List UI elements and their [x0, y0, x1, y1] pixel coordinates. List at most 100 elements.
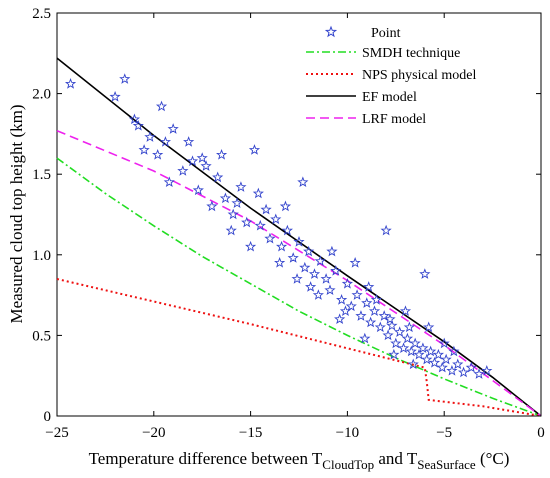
data-point: [155, 100, 168, 112]
data-point: [407, 358, 419, 370]
y-tick-label: 0: [44, 409, 52, 425]
data-point: [275, 240, 288, 252]
data-point: [225, 224, 237, 236]
legend-item-ef: EF model: [306, 90, 417, 105]
data-point: [128, 113, 141, 125]
data-point: [423, 321, 435, 333]
data-point: [399, 305, 412, 316]
data-point: [64, 78, 77, 89]
x-axis-label-prefix: Temperature difference between T: [89, 449, 323, 468]
data-point: [448, 345, 460, 357]
data-point: [308, 268, 321, 279]
data-point: [299, 261, 311, 273]
data-point: [324, 284, 336, 296]
x-axis-label-mid: and T: [374, 449, 418, 468]
legend: Point SMDH technique NPS physical model …: [306, 25, 476, 127]
data-point: [465, 361, 477, 373]
legend-item-point: Point: [324, 25, 401, 41]
data-point: [421, 353, 433, 365]
data-point: [394, 326, 406, 337]
data-point: [436, 361, 448, 373]
x-axis-label-suffix: (°C): [476, 449, 510, 468]
data-point: [380, 224, 392, 236]
data-point: [345, 300, 357, 312]
data-point: [378, 310, 390, 321]
data-point: [326, 245, 338, 257]
series-line-nps-physical-model: [56, 278, 542, 417]
legend-label-point: Point: [371, 26, 401, 41]
data-point: [297, 176, 309, 188]
data-point: [186, 155, 199, 167]
data-point: [368, 305, 381, 316]
data-point: [254, 219, 266, 231]
legend-label-smdh: SMDH technique: [362, 46, 460, 61]
x-tick-label: −5: [436, 425, 452, 441]
y-tick-label: 0.5: [32, 328, 51, 344]
data-point: [370, 294, 383, 305]
data-point: [293, 236, 305, 247]
data-point: [382, 329, 394, 341]
x-tick-label: −10: [336, 425, 359, 441]
legend-label-ef: EF model: [362, 90, 417, 105]
data-point: [132, 119, 144, 131]
data-point: [152, 148, 164, 160]
data-point: [481, 364, 493, 376]
data-point: [312, 289, 324, 300]
data-point: [355, 310, 367, 321]
x-tick-label: −15: [239, 425, 262, 441]
data-point: [231, 197, 243, 208]
data-point: [384, 313, 396, 325]
data-point: [245, 240, 257, 252]
data-point: [252, 187, 264, 199]
data-point: [457, 366, 470, 378]
y-tick-label: 2.0: [32, 87, 51, 103]
data-point: [339, 305, 352, 316]
data-point: [248, 144, 261, 155]
data-point: [215, 148, 228, 160]
data-point: [409, 337, 421, 349]
data-point: [405, 345, 417, 357]
series-line-lrf-model: [56, 129, 542, 417]
y-tick-label: 1.0: [32, 248, 51, 264]
tick-layer: −25 −20 −15 −10 −5 0 0 0.5 1.0 1.5 2.0 2.5: [32, 6, 545, 441]
data-point: [235, 181, 247, 192]
data-point: [279, 200, 292, 212]
data-point: [359, 332, 371, 344]
data-point: [305, 281, 317, 292]
data-point: [287, 252, 299, 263]
data-point: [374, 321, 386, 333]
data-point: [425, 345, 437, 357]
legend-label-nps: NPS physical model: [362, 68, 476, 83]
data-point: [177, 165, 189, 176]
data-point: [192, 184, 204, 196]
x-axis-label-sub2: SeaSurface: [417, 457, 476, 472]
plot-frame: [56, 12, 542, 417]
data-point: [167, 123, 179, 134]
data-point: [196, 152, 208, 163]
data-point: [388, 348, 400, 360]
data-point: [206, 200, 218, 212]
legend-item-lrf: LRF model: [306, 112, 426, 127]
data-point: [212, 171, 224, 183]
data-point: [351, 289, 363, 300]
data-point: [446, 364, 458, 376]
data-point: [264, 232, 276, 244]
x-tick-label: 0: [537, 425, 545, 441]
legend-star-marker: [324, 25, 338, 38]
y-tick-label: 1.5: [32, 167, 51, 183]
data-point: [183, 136, 195, 147]
data-point: [159, 136, 172, 147]
data-point: [241, 216, 253, 228]
y-axis-label: Measured cloud top height (km): [7, 104, 26, 323]
data-point: [260, 203, 272, 215]
data-point: [452, 358, 464, 370]
data-point: [432, 348, 444, 360]
data-point: [413, 348, 425, 360]
data-point: [390, 337, 402, 349]
y-tick-label: 2.5: [32, 6, 51, 22]
data-point: [138, 144, 150, 155]
data-point: [274, 256, 286, 268]
data-point: [417, 342, 429, 354]
data-point: [144, 131, 156, 142]
data-point: [163, 176, 175, 188]
